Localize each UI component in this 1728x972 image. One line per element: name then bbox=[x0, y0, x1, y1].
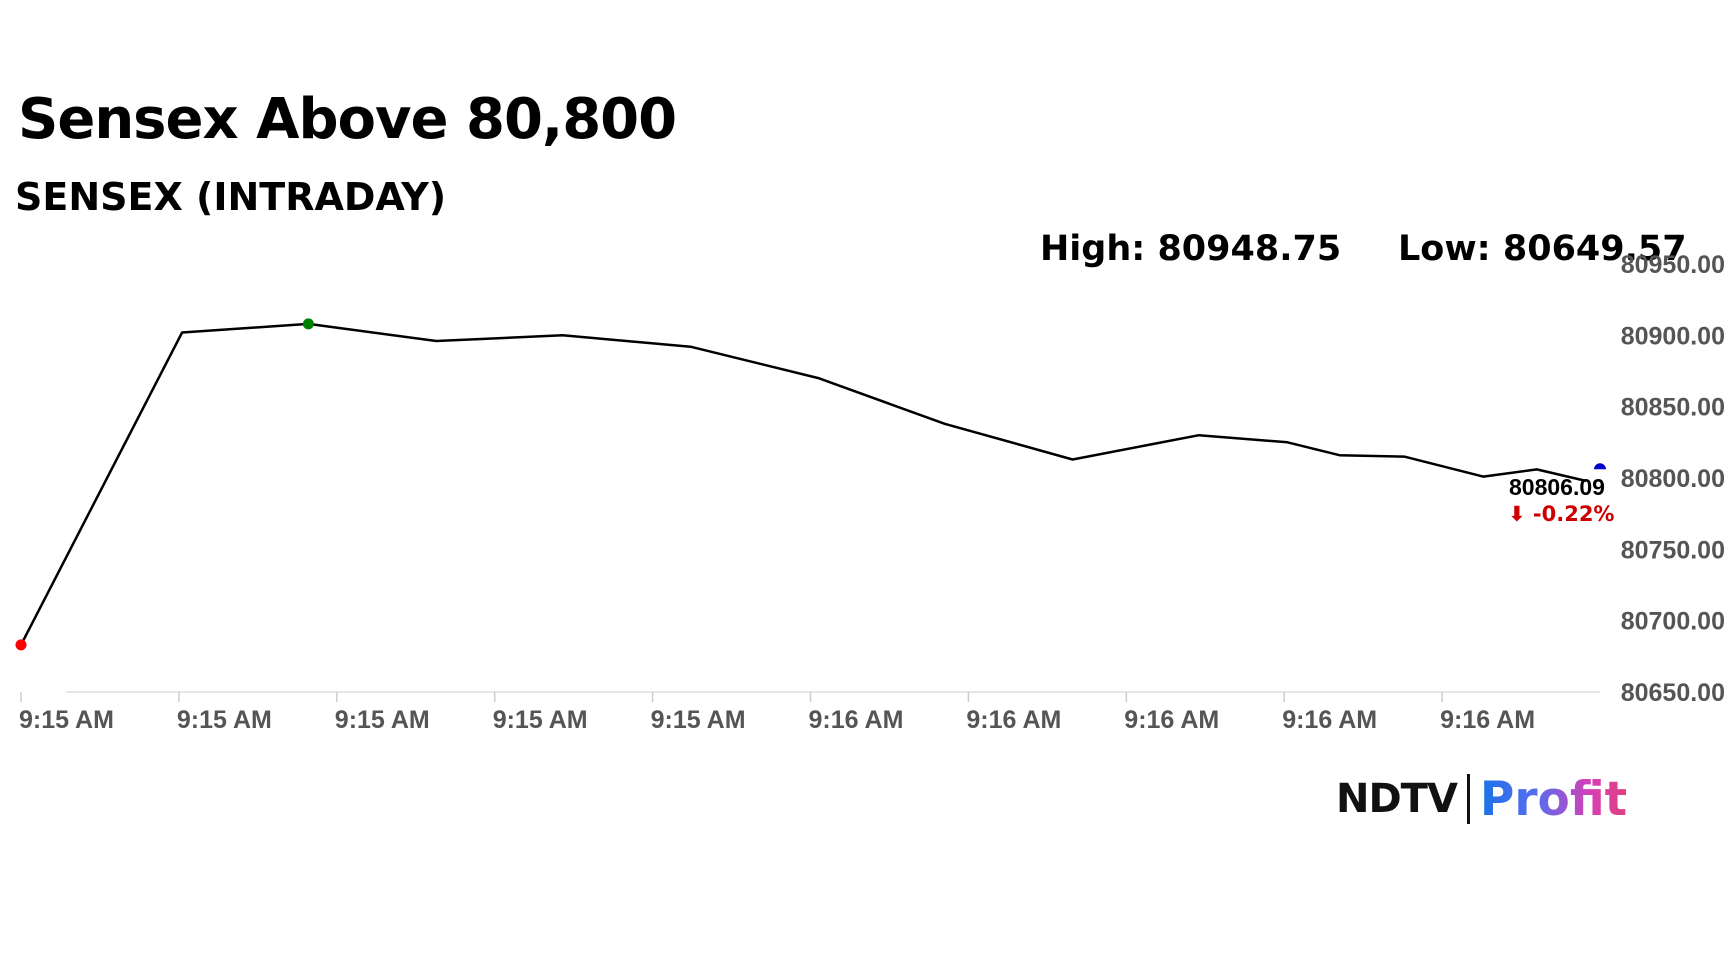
y-tick-label: 80850.00 bbox=[1621, 394, 1725, 422]
last-value-label: 80806.09 bbox=[1509, 474, 1605, 500]
series-layer bbox=[15, 318, 1606, 651]
y-tick-label: 80650.00 bbox=[1621, 679, 1725, 707]
x-tick-label: 9:16 AM bbox=[1282, 706, 1377, 734]
x-axis: 9:15 AM 9:15 AM 9:15 AM 9:15 AM 9:15 AM 9:16 … bbox=[19, 691, 1600, 734]
high-point-marker bbox=[302, 318, 314, 330]
x-tick-label: 9:15 AM bbox=[335, 706, 430, 734]
start-point-marker bbox=[15, 639, 27, 651]
x-tick-label: 9:15 AM bbox=[493, 706, 588, 734]
y-axis-ticks: 80950.00 80900.00 80850.00 80800.00 80750.00… bbox=[1621, 251, 1725, 707]
last-value-marker bbox=[1594, 463, 1606, 470]
y-tick-label: 80800.00 bbox=[1621, 465, 1725, 493]
logo-brand: NDTV bbox=[1336, 776, 1458, 822]
chart-subtitle: SENSEX (INTRADAY) bbox=[15, 175, 447, 219]
change-label: ⬇ -0.22% bbox=[1508, 502, 1614, 526]
logo-divider bbox=[1466, 774, 1470, 824]
x-tick-label: 9:15 AM bbox=[177, 706, 272, 734]
x-tick-label: 9:16 AM bbox=[1440, 706, 1535, 734]
high-label: High: 80948.75 bbox=[1040, 229, 1342, 269]
y-tick-label: 80950.00 bbox=[1621, 251, 1725, 279]
y-tick-label: 80750.00 bbox=[1621, 536, 1725, 564]
y-tick-label: 80900.00 bbox=[1621, 322, 1725, 350]
x-tick-label: 9:16 AM bbox=[1124, 706, 1219, 734]
logo-product: Profit bbox=[1479, 771, 1628, 827]
x-tick-label: 9:15 AM bbox=[19, 706, 114, 734]
x-tick-label: 9:16 AM bbox=[966, 706, 1061, 734]
y-tick-label: 80700.00 bbox=[1621, 608, 1725, 636]
value-labels: 80806.09⬇ -0.22% bbox=[1508, 474, 1614, 526]
chart-title: Sensex Above 80,800 bbox=[18, 87, 677, 152]
series-line bbox=[19, 322, 1587, 646]
low-label: Low: 80649.57 bbox=[1398, 229, 1687, 269]
x-tick-label: 9:16 AM bbox=[809, 706, 904, 734]
ndtv-profit-logo: NDTV Profit bbox=[1336, 771, 1628, 827]
x-tick-label: 9:15 AM bbox=[651, 706, 746, 734]
